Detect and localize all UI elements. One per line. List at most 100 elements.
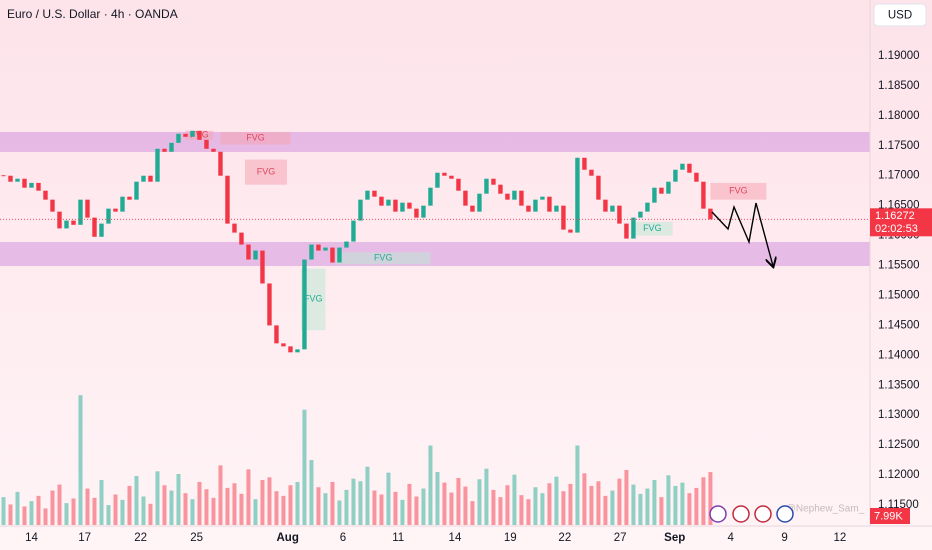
candle-body (428, 187, 433, 206)
candle-body (43, 190, 48, 200)
x-tick-label: 6 (340, 532, 346, 544)
volume-bar (106, 505, 111, 525)
fvg-label: FVG (246, 133, 265, 143)
x-tick-label: 22 (134, 532, 147, 544)
y-tick-label: 1.14000 (878, 349, 920, 361)
volume-bar (281, 495, 286, 525)
candle-body (29, 182, 34, 188)
candle-body (113, 208, 118, 212)
volume-bar (372, 490, 377, 525)
x-tick-label: 9 (781, 532, 787, 544)
volume-bar (680, 482, 685, 525)
icon[interactable] (754, 505, 772, 523)
candle-body (267, 283, 272, 326)
volume-bar (568, 483, 573, 525)
candle-body (498, 184, 503, 194)
volume-bar (351, 478, 356, 525)
volume-bar (218, 465, 223, 525)
candle-body (575, 157, 580, 233)
y-tick-label: 1.14500 (878, 319, 920, 331)
volume-bar (533, 487, 538, 525)
candle-body (435, 172, 440, 188)
volume-bar (561, 491, 566, 525)
fvg-box (335, 252, 431, 265)
y-tick-label: 1.15500 (878, 260, 920, 272)
y-tick-label: 1.17000 (878, 170, 920, 182)
volume-bar (491, 489, 496, 525)
volume-bar (190, 499, 195, 525)
candle-body (673, 169, 678, 182)
candle-body (302, 259, 307, 350)
volume-bar (92, 497, 97, 525)
volume-bar (407, 483, 412, 525)
icon[interactable] (732, 505, 750, 523)
x-tick-label: 14 (25, 532, 38, 544)
icon[interactable] (776, 505, 794, 523)
y-tick-label: 1.17500 (878, 140, 920, 152)
candle-body (687, 163, 692, 173)
candle-body (477, 193, 482, 212)
candle-body (225, 175, 230, 224)
fvg-label: FVG (643, 223, 662, 233)
candle-body (547, 196, 552, 212)
currency-button[interactable] (873, 3, 927, 27)
volume-tag (870, 508, 910, 524)
volume-bar (603, 495, 608, 525)
candle-body (554, 205, 559, 212)
x-tick-label: 11 (392, 532, 404, 544)
projection-arrow (711, 202, 773, 266)
candle-body (631, 217, 636, 239)
volume-bar (456, 477, 461, 525)
volume-bar (414, 496, 419, 525)
volume-bar (316, 487, 321, 525)
volume-bar (239, 493, 244, 525)
volume-bar (596, 481, 601, 525)
candle-body (50, 199, 55, 212)
volume-bar (162, 485, 167, 525)
fvg-label: FVG (729, 186, 748, 196)
volume-bar (505, 485, 510, 525)
volume-bar (365, 466, 370, 525)
fvg-label: FVG (374, 253, 393, 263)
candle-body (365, 190, 370, 200)
volume-bar (309, 460, 314, 525)
candle-body (519, 190, 524, 206)
x-tick-label: 25 (190, 532, 203, 544)
candle-body (344, 241, 349, 248)
countdown-label: 02:02:53 (875, 223, 918, 235)
volume-bar (547, 483, 552, 525)
candle-body (449, 175, 454, 179)
candle-body (351, 220, 356, 242)
volume-bar (666, 475, 671, 525)
volume-bar (246, 469, 251, 525)
volume-bar (694, 487, 699, 525)
volume-bar (22, 506, 27, 525)
volume-bar (624, 470, 629, 525)
candle-body (169, 142, 174, 152)
candle-body (71, 220, 76, 225)
candle-body (57, 211, 62, 229)
volume-bar (393, 491, 398, 525)
volume-bar (99, 479, 104, 525)
volume-bar (337, 500, 342, 525)
candle-body (589, 169, 594, 176)
volume-bar (113, 494, 118, 525)
price-tag-label: 1.16272 (875, 210, 915, 222)
fvg-box (632, 221, 673, 236)
volume-bar (421, 488, 426, 525)
volume-tag-label: 7.99K (874, 510, 903, 522)
volume-bar (526, 499, 531, 525)
icon[interactable] (709, 505, 727, 523)
candle-body (393, 199, 398, 212)
volume-bar (477, 479, 482, 525)
candle-body (582, 157, 587, 170)
volume-bar (435, 472, 440, 525)
candle-body (36, 182, 41, 191)
volume-bar (484, 468, 489, 525)
volume-bar (260, 479, 265, 525)
y-tick-label: 1.13500 (878, 379, 920, 391)
candle-body (127, 196, 132, 200)
volume-bar (701, 477, 706, 525)
volume-bar (211, 497, 216, 525)
